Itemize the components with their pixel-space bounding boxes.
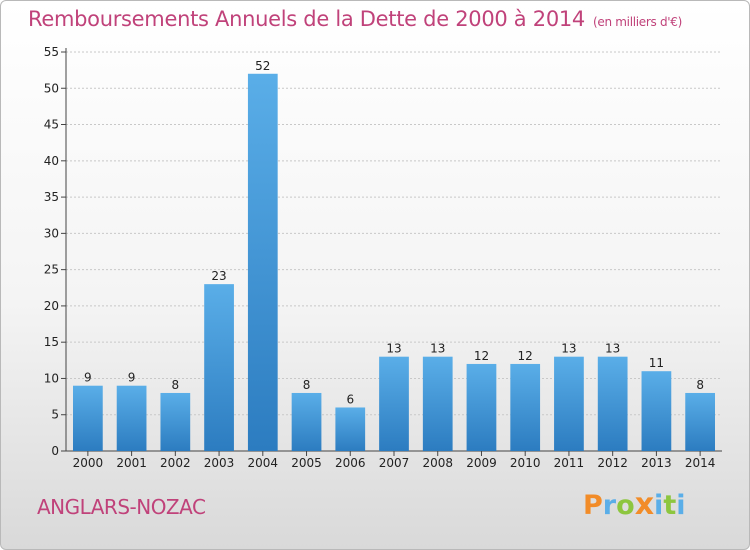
chart-title: Remboursements Annuels de la Dette de 20… — [28, 7, 682, 31]
bar-2001 — [116, 385, 147, 451]
data-label-2003: 23 — [211, 269, 226, 283]
commune-name: ANGLARS-NOZAC — [37, 495, 206, 519]
data-label-2005: 8 — [303, 378, 311, 392]
bar-2014 — [685, 392, 716, 451]
y-tick-label: 25 — [44, 263, 59, 277]
data-label-2007: 13 — [386, 342, 401, 356]
y-tick-label: 55 — [44, 45, 59, 59]
x-tick-label-2011: 2011 — [554, 456, 585, 470]
x-tick-label-2008: 2008 — [422, 456, 453, 470]
y-tick-labels: 0 5 10 15 20 25 30 35 40 45 50 55 — [44, 45, 59, 458]
x-tick-label-2006: 2006 — [335, 456, 366, 470]
x-tick-label-2012: 2012 — [597, 456, 628, 470]
bar-2006 — [335, 407, 366, 451]
data-label-2012: 13 — [605, 342, 620, 356]
logo-letter: r — [602, 490, 617, 521]
y-tick-label: 35 — [44, 190, 59, 204]
data-label-2011: 13 — [561, 342, 576, 356]
x-tick-label-2014: 2014 — [685, 456, 716, 470]
x-tick-label-2005: 2005 — [291, 456, 322, 470]
bar-2012 — [597, 356, 628, 451]
y-tick-label: 0 — [51, 444, 59, 458]
x-tick-label-2002: 2002 — [160, 456, 191, 470]
bar-2011 — [554, 356, 584, 451]
bar-2005 — [291, 392, 322, 451]
logo-letter: o — [616, 490, 635, 521]
bar-2013 — [641, 371, 672, 451]
logo-letter: t — [663, 490, 677, 521]
bar-2009 — [466, 363, 497, 451]
proxiti-logo: Proxiti — [583, 487, 686, 522]
data-label-2000: 9 — [84, 371, 92, 385]
x-tick-label-2003: 2003 — [204, 456, 235, 470]
x-tick-labels: 2000 2001 2002 2003 2004 2005 2006 2007 2008 2009… — [73, 456, 716, 470]
data-label-2010: 12 — [518, 349, 533, 363]
bar-2002 — [160, 392, 191, 451]
bar-2004 — [247, 73, 278, 451]
y-tick-label: 50 — [44, 81, 59, 95]
bar-2000 — [72, 385, 103, 451]
bars — [72, 73, 716, 451]
bar-2007 — [379, 356, 409, 451]
x-tick-label-2007: 2007 — [379, 456, 410, 470]
data-label-2004: 52 — [255, 59, 270, 73]
data-label-2006: 6 — [346, 392, 354, 406]
y-tick-label: 15 — [44, 335, 59, 349]
title-unit: (en milliers d'€) — [593, 15, 683, 29]
y-tick-label: 20 — [44, 299, 59, 313]
x-tick-label-2001: 2001 — [116, 456, 147, 470]
data-label-2013: 11 — [649, 356, 664, 370]
x-tick-label-2013: 2013 — [641, 456, 672, 470]
logo-letter: i — [654, 490, 664, 521]
y-tick-label: 40 — [44, 154, 59, 168]
y-tick-label: 45 — [44, 118, 59, 132]
bar-2003 — [204, 284, 234, 451]
data-label-2001: 9 — [128, 371, 136, 385]
bar-2010 — [510, 363, 541, 451]
title-text: Remboursements Annuels de la Dette de 20… — [28, 7, 585, 31]
x-tick-label-2009: 2009 — [466, 456, 497, 470]
y-tick-label: 10 — [44, 371, 59, 385]
logo-letter: x — [634, 487, 655, 522]
data-labels: 9 9 8 23 52 8 6 13 13 12 12 13 13 11 8 — [84, 59, 704, 407]
logo-letter: P — [583, 490, 603, 521]
y-tick-label: 30 — [44, 226, 59, 240]
bar-2008 — [422, 356, 453, 451]
logo-letter: i — [676, 490, 686, 521]
data-label-2009: 12 — [474, 349, 489, 363]
y-tick-label: 5 — [51, 408, 59, 422]
x-tick-label-2010: 2010 — [510, 456, 541, 470]
data-label-2008: 13 — [430, 342, 445, 356]
x-tick-label-2000: 2000 — [73, 456, 104, 470]
data-label-2014: 8 — [696, 378, 704, 392]
x-tick-label-2004: 2004 — [248, 456, 279, 470]
data-label-2002: 8 — [172, 378, 180, 392]
